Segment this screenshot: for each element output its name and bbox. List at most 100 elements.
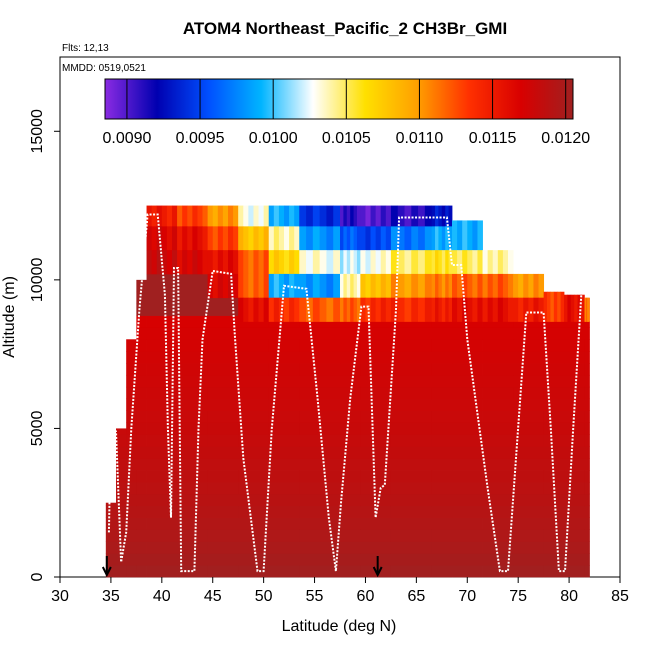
heatmap-cell [222, 205, 229, 227]
heatmap-cell [253, 226, 259, 251]
heatmap-cell [253, 273, 259, 299]
y-tick-label: 15000 [29, 109, 46, 154]
heatmap-cell [482, 374, 514, 388]
heatmap-cell [513, 517, 545, 530]
heatmap-cell [370, 273, 377, 299]
heatmap-cell [390, 351, 433, 364]
heatmap-cell [156, 250, 163, 275]
heatmap-cell [207, 481, 239, 495]
heatmap-cell [346, 205, 351, 227]
heatmap-cell [177, 541, 209, 554]
heatmap-cell [136, 470, 147, 483]
heatmap-cell [340, 250, 344, 275]
heatmap-cell [207, 493, 239, 507]
heatmap-cell [438, 250, 443, 275]
heatmap-cell [263, 273, 270, 299]
heatmap-cell [380, 226, 387, 251]
heatmap-cell [411, 273, 419, 299]
heatmap-cell [136, 493, 147, 507]
heatmap-cell [513, 493, 545, 507]
heatmap-cell [482, 351, 514, 364]
heatmap-cell [445, 250, 450, 275]
heatmap-cell [340, 422, 361, 435]
heatmap-cell [431, 205, 436, 227]
heatmap-cell [326, 205, 334, 227]
heatmap-cell [584, 410, 590, 423]
heatmap-cell [268, 351, 300, 364]
heatmap-cell [438, 205, 443, 227]
heatmap-cell [390, 273, 399, 299]
heatmap-cell [238, 565, 270, 578]
heatmap-cell [340, 553, 361, 566]
heatmap-cell [177, 327, 209, 340]
heatmap-cell [233, 273, 239, 299]
heatmap-cell [452, 470, 483, 483]
heatmap-cell [431, 505, 453, 518]
heatmap-cell [202, 226, 209, 251]
heatmap-cell [585, 297, 587, 322]
heatmap-cell [353, 226, 358, 251]
heatmap-cell [564, 458, 585, 471]
heatmap-cell [319, 226, 327, 251]
heatmap-cell [424, 250, 433, 275]
heatmap-cell [177, 315, 209, 328]
heatmap-cell [550, 291, 555, 322]
heatmap-cell [146, 273, 178, 281]
heatmap-cell [360, 250, 366, 275]
heatmap-cell [431, 410, 453, 423]
heatmap-cell [299, 339, 341, 352]
heatmap-cell [390, 493, 433, 507]
heatmap-cell [299, 398, 341, 411]
heatmap-cell [146, 481, 178, 495]
heatmap-cell [356, 273, 361, 299]
heatmap-cell [365, 250, 371, 275]
x-tick-label: 55 [306, 588, 324, 605]
heatmap-cell [380, 205, 387, 227]
heatmap-cell [177, 470, 209, 483]
heatmap-cell [136, 374, 147, 388]
heatmap-cell [452, 351, 483, 364]
heatmap-cell [441, 250, 446, 275]
heatmap-cell [452, 553, 483, 566]
heatmap-cell [385, 205, 392, 227]
heatmap-cell [126, 351, 137, 364]
heatmap-cell [299, 374, 341, 388]
x-tick-label: 65 [407, 588, 425, 605]
heatmap-cell [418, 273, 426, 299]
heatmap-cell [284, 226, 290, 251]
heatmap-cell [253, 250, 259, 275]
heatmap-cell [177, 505, 209, 518]
heatmap-cell [312, 250, 321, 275]
heatmap-cell [299, 565, 341, 578]
heatmap-cell [380, 273, 387, 299]
heatmap-cell [294, 250, 300, 275]
heatmap-cell [289, 297, 295, 322]
heatmap-cell [299, 446, 341, 459]
heatmap-cell [202, 250, 209, 275]
heatmap-cell [136, 363, 147, 376]
heatmap-cell [380, 297, 387, 322]
heatmap-cell [207, 297, 239, 305]
heatmap-cell [146, 327, 178, 340]
heatmap-cell [543, 410, 565, 423]
heatmap-cell [146, 291, 178, 305]
heatmap-cell [161, 250, 168, 275]
heatmap-cell [518, 297, 524, 322]
heatmap-cell [397, 226, 405, 251]
heatmap-cell [177, 273, 209, 281]
heatmap-cell [278, 226, 285, 251]
heatmap-cell [294, 273, 300, 299]
x-tick-label: 45 [204, 588, 222, 605]
heatmap-cell [228, 273, 234, 299]
x-tick-label: 50 [255, 588, 273, 605]
heatmap-cell [207, 458, 239, 471]
heatmap-cell [482, 517, 514, 530]
heatmap-cell [263, 205, 270, 227]
heatmap-cell [126, 553, 137, 566]
heatmap-cell [268, 339, 300, 352]
heatmap-cell [299, 363, 341, 376]
heatmap-cell [431, 374, 453, 388]
x-tick-label: 70 [458, 588, 476, 605]
heatmap-cell [418, 205, 426, 227]
heatmap-cell [584, 446, 590, 459]
